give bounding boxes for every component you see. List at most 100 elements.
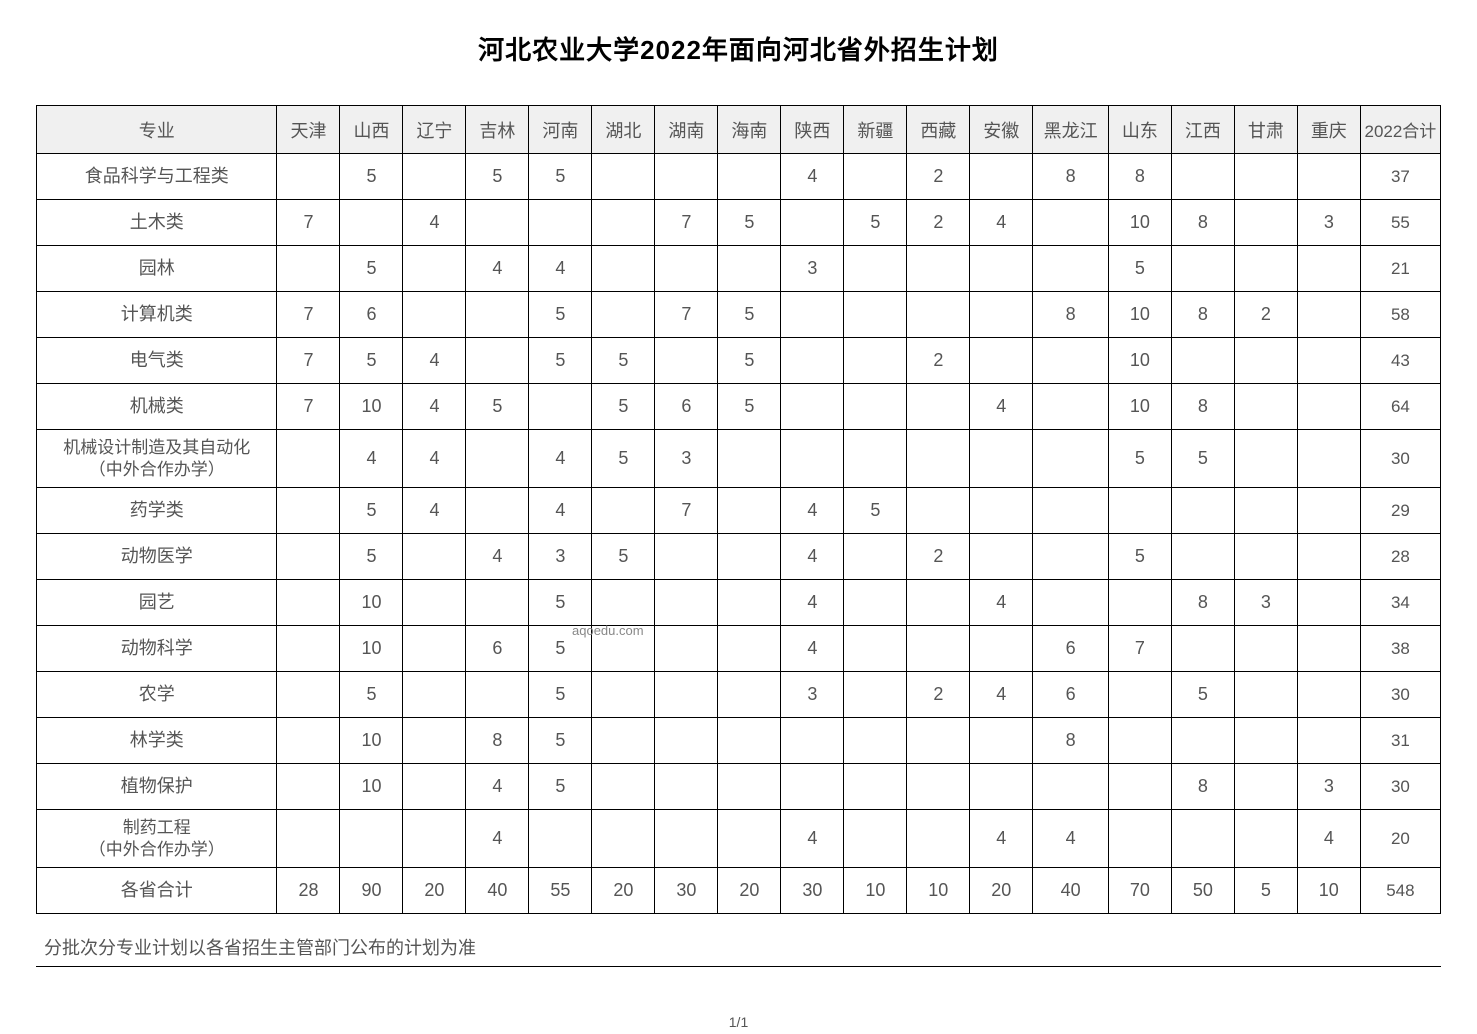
- cell: [340, 810, 403, 868]
- cell: [1234, 384, 1297, 430]
- cell: 3: [1297, 200, 1360, 246]
- cell: 10: [844, 868, 907, 914]
- cell: [1033, 534, 1109, 580]
- table-row: 制药工程（中外合作办学）4444420: [37, 810, 1441, 868]
- cell: [844, 534, 907, 580]
- cell: [1234, 718, 1297, 764]
- cell: 8: [1033, 292, 1109, 338]
- row-label: 食品科学与工程类: [37, 154, 277, 200]
- cell: 55: [1360, 200, 1440, 246]
- cell: 8: [1171, 200, 1234, 246]
- cell: [1171, 626, 1234, 672]
- column-header: 新疆: [844, 106, 907, 154]
- cell: [592, 672, 655, 718]
- cell: 5: [340, 672, 403, 718]
- cell: [1171, 718, 1234, 764]
- cell: [907, 488, 970, 534]
- enrollment-table: 专业天津山西辽宁吉林河南湖北湖南海南陕西新疆西藏安徽黑龙江山东江西甘肃重庆202…: [36, 105, 1441, 914]
- column-header: 2022合计: [1360, 106, 1440, 154]
- cell: 20: [1360, 810, 1440, 868]
- cell: [970, 488, 1033, 534]
- cell: 5: [529, 338, 592, 384]
- cell: [844, 384, 907, 430]
- row-label: 药学类: [37, 488, 277, 534]
- cell: 4: [466, 764, 529, 810]
- table-row: 机械类71045565410864: [37, 384, 1441, 430]
- cell: 3: [781, 672, 844, 718]
- cell: [592, 200, 655, 246]
- row-label: 园艺: [37, 580, 277, 626]
- cell: [277, 810, 340, 868]
- cell: 38: [1360, 626, 1440, 672]
- cell: 30: [655, 868, 718, 914]
- cell: [781, 200, 844, 246]
- cell: [718, 580, 781, 626]
- cell: 4: [340, 430, 403, 488]
- cell: 3: [529, 534, 592, 580]
- page-title: 河北农业大学2022年面向河北省外招生计划: [36, 30, 1441, 67]
- cell: [277, 488, 340, 534]
- cell: 10: [340, 384, 403, 430]
- cell: 4: [1297, 810, 1360, 868]
- cell: 4: [781, 810, 844, 868]
- cell: [1297, 626, 1360, 672]
- cell: 5: [1108, 246, 1171, 292]
- row-label: 农学: [37, 672, 277, 718]
- cell: [277, 672, 340, 718]
- table-row: 园林5443521: [37, 246, 1441, 292]
- cell: 7: [655, 200, 718, 246]
- cell: [277, 764, 340, 810]
- cell: [970, 338, 1033, 384]
- table-body: 食品科学与工程类555428837土木类7475524108355园林54435…: [37, 154, 1441, 914]
- cell: 5: [718, 338, 781, 384]
- cell: [403, 292, 466, 338]
- cell: [466, 430, 529, 488]
- cell: 20: [592, 868, 655, 914]
- cell: [655, 810, 718, 868]
- row-label: 机械设计制造及其自动化（中外合作办学）: [37, 430, 277, 488]
- table-row: 食品科学与工程类555428837: [37, 154, 1441, 200]
- cell: [655, 246, 718, 292]
- cell: 8: [1171, 764, 1234, 810]
- cell: [1297, 338, 1360, 384]
- cell: [1297, 488, 1360, 534]
- cell: [907, 810, 970, 868]
- cell: [403, 764, 466, 810]
- cell: 7: [277, 384, 340, 430]
- cell: [1171, 810, 1234, 868]
- cell: 70: [1108, 868, 1171, 914]
- cell: 7: [277, 338, 340, 384]
- cell: 7: [655, 292, 718, 338]
- cell: [1033, 200, 1109, 246]
- column-header: 山东: [1108, 106, 1171, 154]
- cell: [907, 764, 970, 810]
- cell: 4: [970, 672, 1033, 718]
- column-header: 江西: [1171, 106, 1234, 154]
- cell: 5: [529, 672, 592, 718]
- column-header: 河南: [529, 106, 592, 154]
- cell: 30: [781, 868, 844, 914]
- cell: [1234, 534, 1297, 580]
- cell: [781, 338, 844, 384]
- cell: [718, 154, 781, 200]
- cell: 4: [781, 154, 844, 200]
- cell: [907, 292, 970, 338]
- cell: [1234, 200, 1297, 246]
- table-row: 动物科学106546738: [37, 626, 1441, 672]
- cell: 50: [1171, 868, 1234, 914]
- cell: 8: [1033, 718, 1109, 764]
- column-header: 西藏: [907, 106, 970, 154]
- cell: 43: [1360, 338, 1440, 384]
- cell: [970, 246, 1033, 292]
- cell: 28: [1360, 534, 1440, 580]
- cell: 4: [529, 246, 592, 292]
- column-header: 辽宁: [403, 106, 466, 154]
- cell: [1171, 534, 1234, 580]
- cell: [1234, 764, 1297, 810]
- cell: [403, 626, 466, 672]
- cell: [1234, 338, 1297, 384]
- cell: [277, 246, 340, 292]
- column-header: 甘肃: [1234, 106, 1297, 154]
- cell: 5: [1234, 868, 1297, 914]
- cell: [277, 534, 340, 580]
